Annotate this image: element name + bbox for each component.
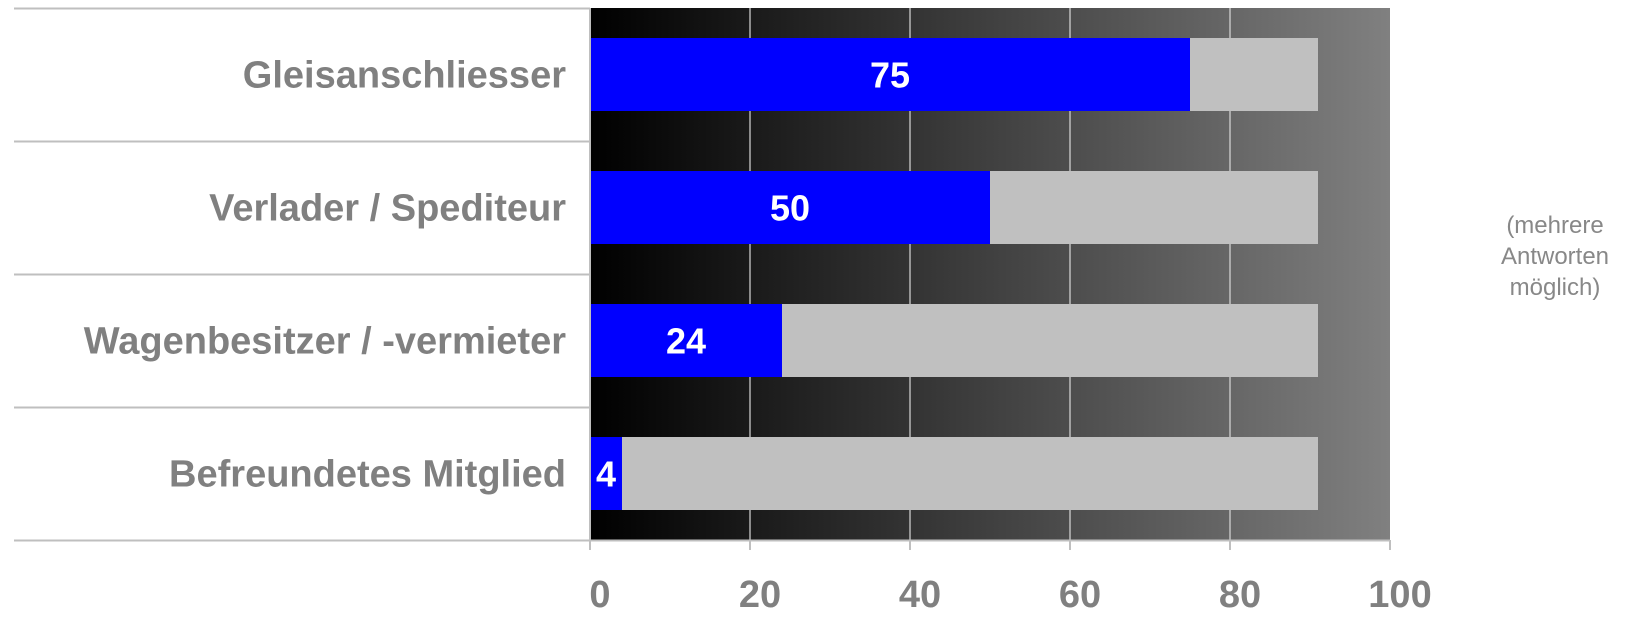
category-label: Verlader / Spediteur bbox=[209, 188, 566, 230]
category-label: Gleisanschliesser bbox=[243, 55, 566, 97]
note-line: (mehrere bbox=[1506, 212, 1604, 239]
x-tick-label: 20 bbox=[739, 574, 781, 616]
x-tick-label: 0 bbox=[589, 574, 610, 616]
note-line: Antworten bbox=[1500, 243, 1610, 270]
bar bbox=[590, 38, 1190, 111]
note-multiple-answers: (mehrere Antworten möglich) bbox=[1480, 210, 1630, 303]
x-tick-label: 40 bbox=[899, 574, 941, 616]
x-tick-label: 80 bbox=[1219, 574, 1261, 616]
note-line: möglich) bbox=[1509, 274, 1601, 301]
category-label: Befreundetes Mitglied bbox=[169, 454, 566, 496]
category-label: Wagenbesitzer / -vermieter bbox=[84, 321, 566, 363]
bar-background bbox=[590, 437, 1318, 510]
bar bbox=[590, 171, 990, 244]
data-label: 50 bbox=[770, 188, 810, 229]
data-label: 24 bbox=[666, 321, 706, 362]
bar bbox=[590, 304, 782, 377]
data-label: 75 bbox=[870, 55, 910, 96]
x-tick-label: 60 bbox=[1059, 574, 1101, 616]
bar bbox=[590, 437, 622, 510]
data-label: 4 bbox=[596, 454, 616, 495]
x-tick-label: 100 bbox=[1368, 574, 1431, 616]
